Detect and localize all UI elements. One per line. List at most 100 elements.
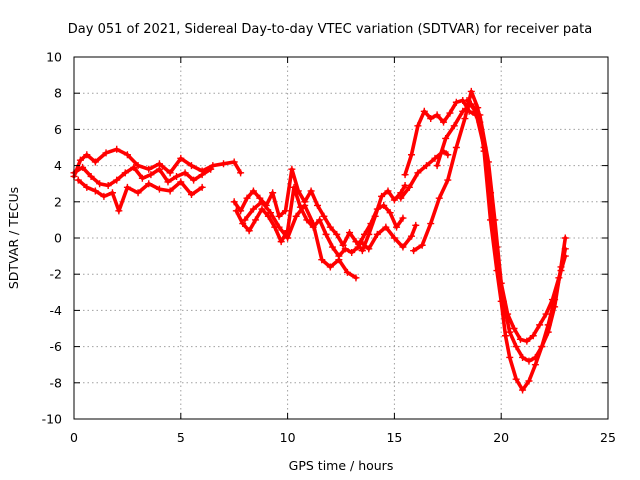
data-point [422,162,430,170]
data-point [414,169,422,177]
data-point [166,169,174,177]
data-point [123,183,131,191]
data-series [70,87,569,394]
data-point [393,223,401,231]
data-point [198,171,206,179]
data-point [207,165,215,173]
data-point [386,209,394,217]
data-point [499,297,507,305]
data-point [198,183,206,191]
data-point [382,223,390,231]
data-point [414,122,422,130]
data-point [512,375,520,383]
data-point [431,154,439,162]
data-point [230,158,238,166]
data-point [130,163,138,171]
x-tick-label: 5 [177,430,185,445]
data-point [405,183,413,191]
data-point [440,118,448,126]
data-point [410,247,418,255]
data-point [121,169,129,177]
data-point [79,163,87,171]
data-point [378,192,386,200]
series-line [465,98,568,363]
data-point [467,87,475,95]
data-point [516,335,524,343]
data-point [493,243,501,251]
data-point [352,274,360,282]
data-point [506,328,514,336]
data-point [166,187,174,195]
data-point [113,145,121,153]
data-point [472,107,480,115]
data-point [87,172,95,180]
data-point [267,209,275,217]
data-point [91,187,99,195]
data-point [309,220,317,228]
y-axis-label: SDTVAR / TECUs [6,187,21,289]
data-point [230,198,238,206]
data-point [401,171,409,179]
data-point [538,343,546,351]
data-point [399,243,407,251]
data-point [529,332,537,340]
data-point [401,182,409,190]
data-point [343,268,351,276]
data-point [292,212,300,220]
data-point [358,247,366,255]
series-12 [463,96,569,365]
data-point [544,328,552,336]
data-point [333,230,341,238]
data-point [301,201,309,209]
y-tick-label: -2 [50,267,62,282]
data-point [365,245,373,253]
data-point [288,165,296,173]
x-tick-label: 0 [70,430,78,445]
data-point [542,310,550,318]
data-point [523,337,531,345]
data-point [290,183,298,191]
data-point [113,176,121,184]
data-point [339,241,347,249]
series-line [243,200,358,280]
y-tick-label: 2 [54,194,62,209]
data-point [115,207,123,215]
data-point [346,229,354,237]
data-point [155,165,163,173]
data-point [380,201,388,209]
data-point [173,172,181,180]
data-point [390,234,398,242]
data-point [145,165,153,173]
y-tick-label: 4 [54,158,62,173]
data-point [318,256,326,264]
data-point [108,189,116,197]
data-point [407,232,415,240]
data-point [83,183,91,191]
data-point [243,194,251,202]
data-point [501,332,509,340]
data-point [258,205,266,213]
y-tick-label: 10 [46,50,62,65]
data-point [525,377,533,385]
data-point [450,122,458,130]
data-point [390,196,398,204]
data-point [412,221,420,229]
data-point [427,115,435,123]
data-point [446,109,454,117]
series-5 [232,183,407,260]
y-tick-label: -8 [50,375,63,390]
data-point [480,144,488,151]
data-point [433,162,441,170]
data-point [335,256,343,264]
x-axis-label: GPS time / hours [289,458,394,473]
data-point [326,223,334,231]
data-point [399,214,407,222]
data-point [134,162,142,170]
y-tick-label: 6 [54,122,62,137]
series-6 [241,198,360,282]
data-point [314,201,322,209]
series-2 [70,163,215,190]
data-point [209,162,217,170]
data-point [452,144,460,151]
